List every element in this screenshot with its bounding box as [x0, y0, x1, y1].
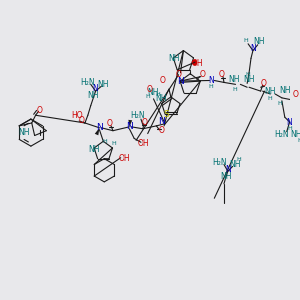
Text: H₂N: H₂N	[212, 158, 226, 167]
Text: NH: NH	[155, 94, 167, 103]
Text: NH: NH	[87, 92, 98, 100]
Text: NH: NH	[88, 145, 99, 154]
Text: NH: NH	[243, 75, 255, 84]
Text: H: H	[208, 84, 213, 89]
Text: H: H	[145, 94, 150, 99]
Text: H: H	[244, 38, 248, 43]
Text: H: H	[155, 92, 160, 98]
Text: O: O	[176, 70, 182, 79]
Text: H: H	[267, 96, 272, 101]
Polygon shape	[95, 128, 99, 135]
Text: O: O	[261, 79, 266, 88]
Text: OH: OH	[119, 154, 130, 163]
Text: HO: HO	[71, 111, 83, 120]
Text: NH: NH	[98, 80, 109, 89]
Text: H: H	[278, 101, 282, 106]
Polygon shape	[128, 120, 132, 127]
Text: H: H	[287, 126, 292, 131]
Text: O: O	[200, 70, 206, 79]
Text: N: N	[96, 123, 103, 132]
Text: NH: NH	[291, 130, 300, 139]
Text: H: H	[236, 157, 241, 162]
Text: N: N	[250, 44, 256, 53]
Text: O: O	[159, 76, 165, 85]
Text: NH: NH	[228, 75, 239, 84]
Text: N: N	[93, 84, 98, 93]
Text: O: O	[107, 119, 113, 128]
Text: H₂N: H₂N	[131, 111, 146, 120]
Text: O: O	[142, 118, 148, 127]
Text: H: H	[112, 141, 116, 146]
Text: S: S	[163, 110, 169, 119]
Text: OH: OH	[192, 58, 204, 68]
Text: N: N	[158, 116, 165, 125]
Text: N: N	[225, 165, 231, 174]
Text: NH: NH	[265, 87, 276, 96]
Text: O: O	[147, 85, 153, 94]
Text: NH: NH	[18, 128, 30, 137]
Text: H: H	[232, 87, 237, 92]
Text: NH: NH	[220, 172, 232, 181]
Text: H: H	[246, 72, 250, 77]
Text: N: N	[177, 77, 184, 86]
Text: N: N	[208, 76, 214, 85]
Text: O: O	[219, 70, 225, 79]
Text: N: N	[287, 118, 292, 127]
Text: O: O	[158, 126, 164, 135]
Text: O: O	[79, 116, 85, 124]
Text: NH: NH	[279, 85, 290, 94]
Text: NH: NH	[168, 54, 179, 63]
Text: NH: NH	[253, 38, 265, 46]
Text: N: N	[126, 122, 133, 131]
Text: H₂N: H₂N	[274, 130, 289, 139]
Text: H: H	[298, 138, 300, 143]
Text: OH: OH	[138, 139, 150, 148]
Text: NH: NH	[229, 160, 240, 169]
Text: NH: NH	[148, 88, 159, 97]
Text: H₂N: H₂N	[80, 78, 95, 87]
Text: H: H	[103, 139, 108, 144]
Text: O: O	[37, 106, 42, 115]
Text: O: O	[292, 89, 298, 98]
